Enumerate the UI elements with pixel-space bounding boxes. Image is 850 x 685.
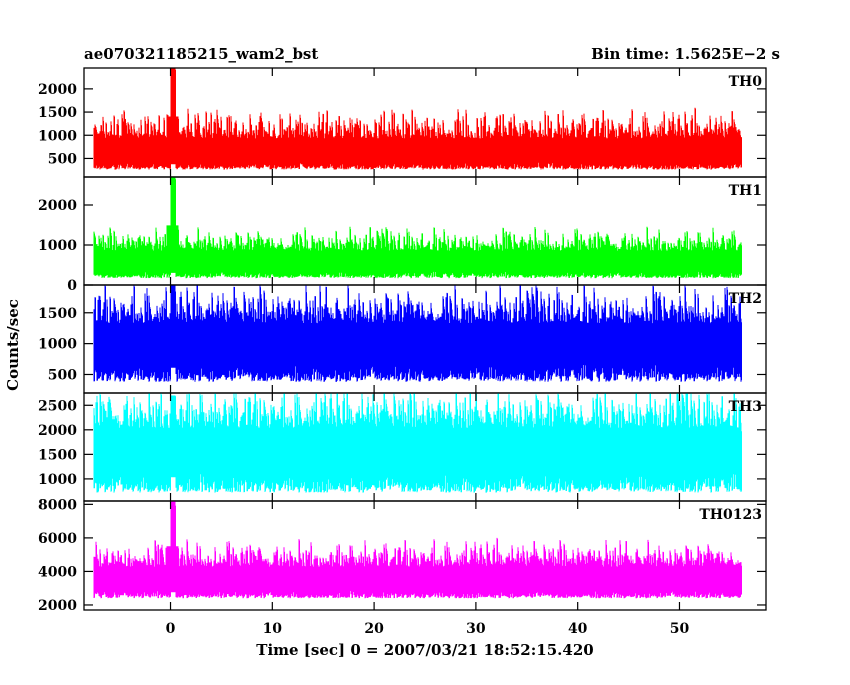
y-tick-label-th2-500: 500 [48, 367, 77, 383]
series-th0-trace [93, 68, 742, 170]
panel-th0: 500 1000 1500 2000 TH0 [38, 67, 767, 178]
y-tick-label-th1-2000: 2000 [38, 198, 77, 214]
panel-label-th1: TH1 [729, 183, 762, 199]
panel-th0123: 2000 4000 6000 8000 TH0123 [38, 497, 767, 614]
x-tick-label-20: 20 [364, 621, 384, 637]
series-th0123-trace [93, 501, 742, 599]
panel-label-th0: TH0 [729, 74, 763, 90]
y-tick-label-th3-2000: 2000 [38, 423, 77, 439]
y-tick-label-th0-2000: 2000 [38, 82, 77, 98]
y-tick-label-th3-1500: 1500 [38, 447, 77, 463]
panel-th3: 1000 1500 2000 2500 TH3 [38, 392, 767, 502]
series-th2-trace [93, 285, 742, 382]
y-tick-label-th0123-2000: 2000 [38, 598, 77, 614]
panel-label-th0123: TH0123 [699, 507, 762, 523]
y-tick-label-th0123-4000: 4000 [38, 564, 77, 580]
x-tick-label-50: 50 [670, 621, 690, 637]
y-axis-title: Counts/sec [4, 299, 22, 391]
y-tick-label-th0123-6000: 6000 [38, 531, 77, 547]
x-axis-title: Time [sec] 0 = 2007/03/21 18:52:15.420 [256, 641, 593, 659]
y-tick-label-th0-1000: 1000 [38, 128, 77, 144]
panel-th2: 500 1000 1500 TH2 [38, 284, 767, 394]
panel-th0123-frame [83, 500, 767, 611]
y-tick-label-th1-0: 0 [67, 278, 77, 294]
y-tick-label-th0-1500: 1500 [38, 105, 77, 121]
y-tick-label-th1-1000: 1000 [38, 238, 77, 254]
y-tick-label-th0-500: 500 [48, 151, 77, 167]
y-tick-label-th0123-8000: 8000 [38, 497, 77, 513]
series-th1-trace [93, 177, 742, 279]
x-tick-label-10: 10 [263, 621, 283, 637]
series-th3-trace [93, 393, 742, 493]
panel-label-th3: TH3 [729, 399, 762, 415]
bin-time-label: Bin time: 1.5625E−2 s [591, 45, 780, 63]
x-tick-label-30: 30 [466, 621, 486, 637]
chart-title: ae070321185215_wam2_bst [84, 45, 318, 63]
y-tick-label-th3-2500: 2500 [38, 398, 77, 414]
y-tick-label-th3-1000: 1000 [38, 472, 77, 488]
x-tick-label-0: 0 [166, 621, 176, 637]
y-tick-label-th2-1000: 1000 [38, 337, 77, 353]
panel-label-th2: TH2 [729, 291, 762, 307]
x-tick-label-40: 40 [568, 621, 588, 637]
y-tick-label-th2-1500: 1500 [38, 306, 77, 322]
panel-th1: 0 1000 2000 TH1 [38, 176, 767, 294]
